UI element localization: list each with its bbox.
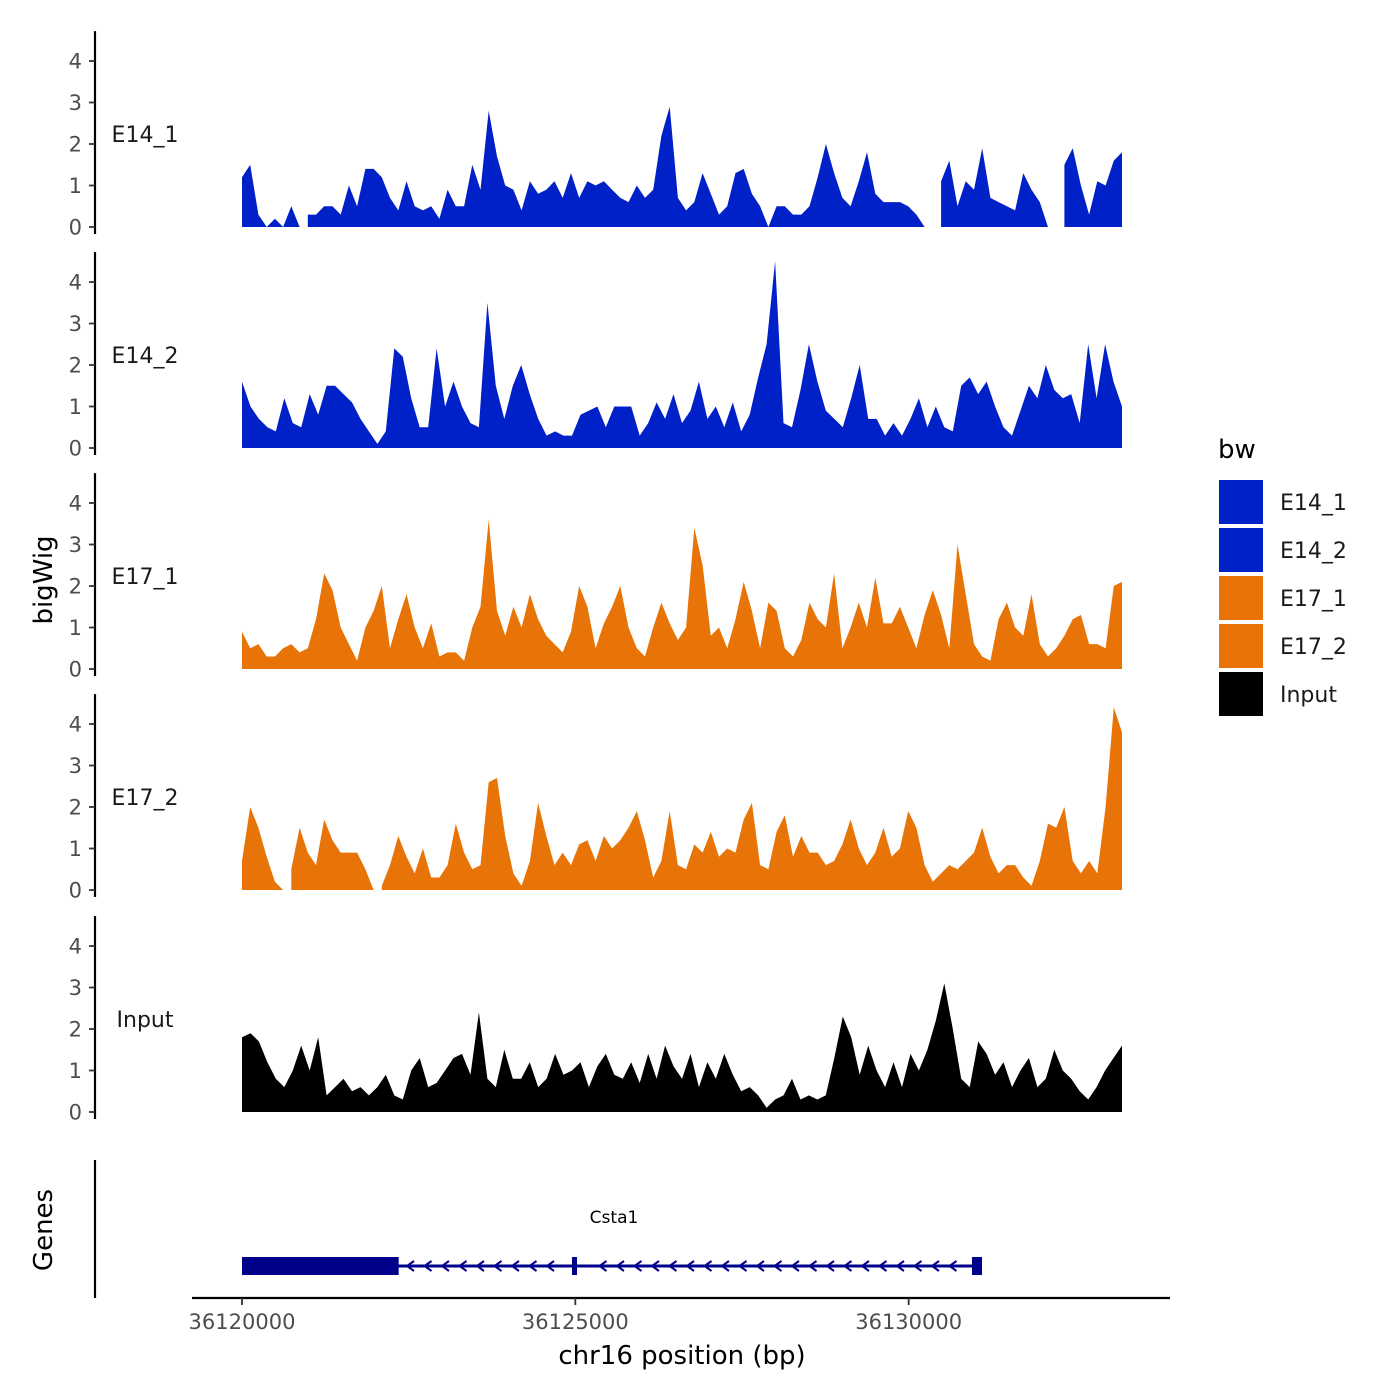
- legend-title: bw: [1218, 435, 1256, 465]
- track-label: Input: [117, 1008, 174, 1033]
- y-tick-label: 2: [69, 354, 82, 378]
- strand-arrow: [492, 1260, 503, 1272]
- y-tick-label: 2: [69, 1018, 82, 1042]
- y-tick-label: 4: [69, 271, 82, 295]
- strand-arrow: [650, 1260, 660, 1272]
- track-panel: 0 1 2 3 4 Input: [69, 916, 1122, 1125]
- strand-arrow: [597, 1260, 608, 1272]
- track-panel: 0 1 2 3 4 E14_1: [69, 31, 1122, 240]
- track-panel: 0 1 2 3 4 E17_1: [69, 473, 1122, 682]
- strand-arrow: [440, 1260, 450, 1272]
- strand-arrow: [790, 1260, 800, 1272]
- y-tick-label: 3: [69, 533, 82, 557]
- strand-arrow: [877, 1260, 888, 1272]
- strand-arrow: [807, 1260, 818, 1272]
- coverage-area-e14-1: [242, 106, 1122, 227]
- legend-key: [1219, 624, 1263, 668]
- strand-arrow: [755, 1260, 765, 1272]
- y-tick-label: 4: [69, 50, 82, 74]
- strand-arrow: [545, 1260, 555, 1272]
- strand-arrow: [457, 1260, 468, 1272]
- gene-exon: [242, 1257, 399, 1275]
- y-tick-label: 0: [69, 658, 82, 682]
- y-tick-label: 1: [69, 174, 82, 198]
- strand-arrow: [825, 1260, 835, 1272]
- track-label: E14_1: [112, 123, 179, 148]
- y-tick-label: 2: [69, 133, 82, 157]
- y-tick-label: 4: [69, 935, 82, 959]
- legend-label: E14_1: [1280, 491, 1347, 516]
- genes-panel: [93, 1160, 982, 1298]
- strand-arrow: [947, 1260, 958, 1272]
- track-label: E14_2: [112, 344, 179, 369]
- track-panel: 0 1 2 3 4 E14_2: [69, 252, 1122, 461]
- y-axis-title: bigWig: [29, 535, 59, 624]
- y-tick-label: 0: [69, 216, 82, 240]
- strand-arrow: [475, 1260, 485, 1272]
- legend-key: [1219, 528, 1263, 572]
- y-tick-label: 1: [69, 1059, 82, 1083]
- x-tick-label: 36125000: [522, 1310, 629, 1334]
- y-tick-label: 3: [69, 976, 82, 1000]
- track-label: E17_2: [112, 786, 179, 811]
- strand-arrow: [737, 1260, 748, 1272]
- track-label: E17_1: [112, 565, 179, 590]
- coverage-area-e17-1: [242, 519, 1122, 669]
- strand-arrow: [860, 1260, 870, 1272]
- genes-axis-title: Genes: [29, 1189, 59, 1271]
- x-tick-label: 36130000: [855, 1310, 962, 1334]
- legend-key: [1219, 576, 1263, 620]
- strand-arrow: [527, 1260, 538, 1272]
- x-axis: 36120000 36125000 36130000: [189, 1296, 1170, 1334]
- y-tick-label: 1: [69, 395, 82, 419]
- y-tick-label: 0: [69, 1101, 82, 1125]
- strand-arrow: [772, 1260, 783, 1272]
- y-tick-label: 2: [69, 796, 82, 820]
- y-tick-label: 4: [69, 492, 82, 516]
- strand-arrow: [930, 1260, 940, 1272]
- coverage-area-e17-2: [242, 707, 1122, 890]
- strand-arrow: [632, 1260, 643, 1272]
- strand-arrow: [510, 1260, 520, 1272]
- strand-arrow: [422, 1260, 433, 1272]
- gene-exon: [572, 1257, 577, 1275]
- legend-label: Input: [1280, 683, 1337, 708]
- y-tick-label: 0: [69, 437, 82, 461]
- x-axis-title: chr16 position (bp): [558, 1341, 805, 1371]
- legend-label: E17_1: [1280, 587, 1347, 612]
- legend-label: E14_2: [1280, 539, 1347, 564]
- strand-arrow: [720, 1260, 730, 1272]
- coverage-area-e14-2: [242, 261, 1122, 448]
- x-tick-label: 36120000: [189, 1310, 296, 1334]
- gene-exon: [972, 1257, 982, 1275]
- y-tick-label: 3: [69, 754, 82, 778]
- legend-label: E17_2: [1280, 635, 1347, 660]
- strand-arrow: [685, 1260, 695, 1272]
- strand-arrow: [405, 1260, 415, 1272]
- legend-key: [1219, 480, 1263, 524]
- track-panel: 0 1 2 3 4 E17_2: [69, 694, 1122, 903]
- y-tick-label: 3: [69, 91, 82, 115]
- strand-arrow: [912, 1260, 923, 1272]
- gene-name-label: Csta1: [590, 1208, 639, 1228]
- y-tick-label: 1: [69, 837, 82, 861]
- strand-arrow: [615, 1260, 625, 1272]
- strand-arrow: [667, 1260, 678, 1272]
- y-tick-label: 1: [69, 616, 82, 640]
- strand-arrow: [702, 1260, 713, 1272]
- y-tick-label: 0: [69, 879, 82, 903]
- strand-arrow: [842, 1260, 853, 1272]
- strand-arrow: [895, 1260, 905, 1272]
- y-tick-label: 4: [69, 713, 82, 737]
- coverage-area-input: [242, 983, 1122, 1112]
- legend-key: [1219, 672, 1263, 716]
- y-tick-label: 2: [69, 575, 82, 599]
- legend: E14_1 E14_2 E17_1 E17_2 Input: [1219, 480, 1347, 716]
- y-tick-label: 3: [69, 312, 82, 336]
